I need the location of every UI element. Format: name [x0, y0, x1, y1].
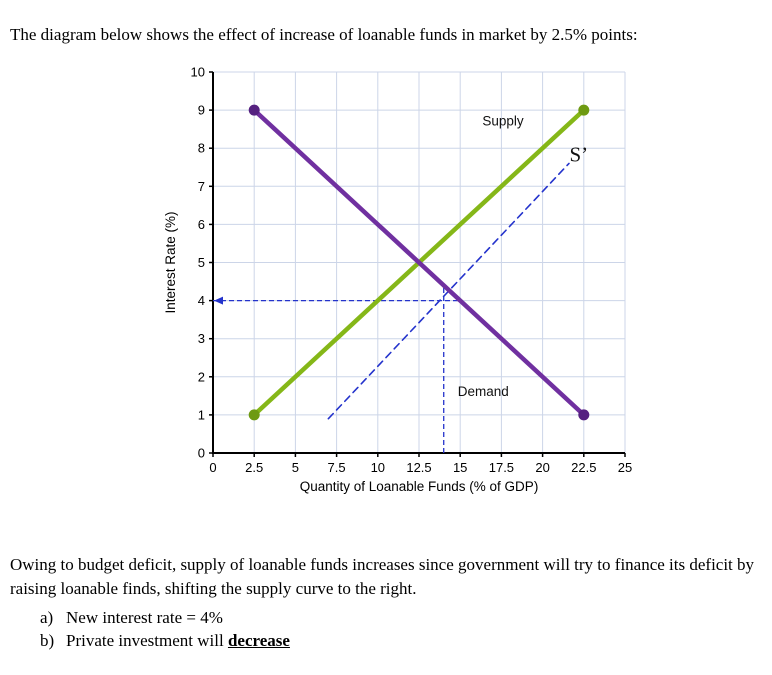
x-axis-title: Quantity of Loanable Funds (% of GDP) — [300, 479, 539, 494]
answer-list: a) New interest rate = 4% b) Private inv… — [40, 606, 290, 652]
y-tick-label: 8 — [198, 141, 205, 156]
y-tick-label: 9 — [198, 103, 205, 118]
series-marker-demand — [248, 104, 260, 116]
y-tick-label: 7 — [198, 179, 205, 194]
answer-b: b) Private investment will decrease — [40, 629, 290, 652]
answer-a-label: a) — [40, 608, 54, 627]
x-tick-label: 22.5 — [571, 460, 596, 475]
series-marker-supply — [578, 104, 590, 116]
x-tick-label: 20 — [535, 460, 549, 475]
answer-b-text: Private investment will decrease — [66, 629, 290, 652]
chart-label-demand: Demand — [458, 384, 509, 399]
intro-text: The diagram below shows the effect of in… — [10, 25, 638, 44]
y-tick-label: 3 — [198, 331, 205, 346]
x-tick-label: 2.5 — [245, 460, 263, 475]
y-tick-label: 2 — [198, 369, 205, 384]
loanable-funds-chart: 0 1 2 3 4 5 6 7 8 9 10 0 2.5 5 7.5 10 12.5 15 17.5 20 22.5 25… — [160, 55, 660, 507]
x-tick-label: 10 — [371, 460, 385, 475]
answer-a-text: New interest rate = 4% — [66, 608, 223, 627]
series-marker-supply — [248, 409, 260, 421]
y-tick-label: 5 — [198, 255, 205, 270]
series-line-demand — [251, 107, 587, 418]
chart-label-s: S’ — [570, 143, 589, 167]
x-tick-label: 12.5 — [406, 460, 431, 475]
y-axis-title: Interest Rate (%) — [163, 211, 178, 313]
y-tick-label: 0 — [198, 446, 205, 461]
x-tick-label: 15 — [453, 460, 467, 475]
chart-svg: 0 1 2 3 4 5 6 7 8 9 10 0 2.5 5 7.5 10 12.5 15 17.5 20 22.5 25… — [163, 65, 632, 495]
answer-b-label: b) — [40, 631, 55, 650]
guide-arrowhead — [214, 296, 223, 305]
answer-b-prefix: Private investment will — [66, 631, 228, 650]
x-tick-label: 0 — [209, 460, 216, 475]
answer-b-emphasis: decrease — [227, 631, 290, 650]
x-tick-label: 5 — [292, 460, 299, 475]
answer-a: a) New interest rate = 4% — [40, 606, 290, 629]
x-tick-label: 25 — [618, 460, 632, 475]
y-tick-label: 10 — [191, 65, 205, 80]
y-tick-label: 1 — [198, 407, 205, 422]
chart-label-supply: Supply — [482, 113, 524, 128]
series-marker-demand — [578, 409, 590, 421]
explanation-paragraph: Owing to budget deficit, supply of loana… — [10, 555, 755, 598]
x-tick-label: 7.5 — [328, 460, 346, 475]
y-tick-label: 6 — [198, 217, 205, 232]
y-tick-label: 4 — [198, 293, 205, 308]
x-tick-label: 17.5 — [489, 460, 514, 475]
